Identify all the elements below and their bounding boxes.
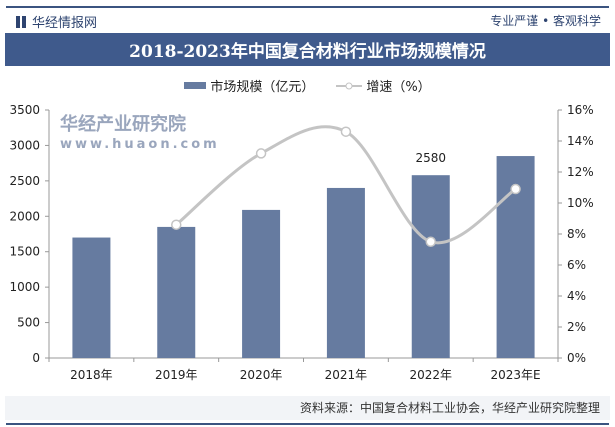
top-rule (6, 6, 609, 8)
legend-bar-swatch (184, 82, 207, 89)
right-tick-label: 14% (567, 134, 594, 148)
x-tick-label: 2022年 (409, 368, 452, 382)
bottom-rule (6, 423, 609, 425)
left-tick-label: 0 (32, 351, 40, 365)
bar-2020年 (242, 209, 281, 358)
legend: 市场规模（亿元） 增速（%） (0, 76, 615, 95)
legend-item-line: 增速（%） (336, 76, 431, 95)
left-tick-label: 3000 (9, 138, 40, 152)
growth-point-2019年 (171, 219, 182, 230)
growth-point-2021年 (340, 126, 352, 137)
legend-bar-label: 市场规模（亿元） (210, 80, 315, 95)
growth-point-2022年 (425, 236, 436, 247)
left-tick-label: 2500 (9, 174, 40, 188)
left-tick-label: 3500 (9, 103, 40, 117)
left-tick-label: 2000 (9, 209, 40, 223)
left-tick-label: 1500 (9, 245, 40, 259)
x-tick-label: 2021年 (325, 368, 368, 382)
x-tick-label: 2023年E (491, 368, 541, 382)
right-tick-label: 2% (567, 320, 586, 334)
legend-line-swatch (336, 82, 363, 89)
legend-item-bar: 市场规模（亿元） (184, 76, 314, 95)
right-tick-label: 12% (567, 165, 594, 179)
x-tick-label: 2019年 (155, 368, 198, 382)
bar-2019年 (157, 226, 196, 358)
source-note: 资料来源：中国复合材料工业协会，华经产业研究院整理 (5, 396, 610, 420)
brand: 华经情报网 (16, 12, 97, 31)
left-tick-label: 500 (17, 316, 40, 330)
brand-name: 华经情报网 (32, 16, 98, 31)
growth-point-2023年E (510, 183, 521, 195)
bar-2022年 (411, 175, 450, 358)
x-tick-label: 2018年 (70, 368, 113, 382)
bar-2021年 (326, 187, 365, 358)
growth-point-2020年 (255, 148, 267, 159)
left-tick-label: 1000 (9, 280, 40, 294)
data-label: 2580 (415, 151, 446, 165)
chart-title: 2018-2023年中国复合材料行业市场规模情况 (5, 33, 610, 66)
right-tick-label: 16% (567, 103, 594, 117)
right-tick-label: 0% (567, 351, 586, 365)
watermark-name: 华经产业研究院 (60, 114, 186, 135)
slogan: 专业严谨 • 客观科学 (490, 14, 601, 28)
x-tick-label: 2020年 (240, 368, 283, 382)
watermark-url: www.huaon.com (60, 137, 220, 152)
watermark: 华经产业研究院 www.huaon.com (60, 114, 220, 153)
bar-2018年 (72, 237, 111, 358)
right-tick-label: 10% (567, 196, 594, 210)
right-tick-label: 8% (567, 227, 586, 241)
right-tick-label: 6% (567, 258, 586, 272)
legend-line-label: 增速（%） (366, 80, 431, 95)
right-tick-label: 4% (567, 289, 586, 303)
brand-logo-icon (16, 15, 26, 28)
